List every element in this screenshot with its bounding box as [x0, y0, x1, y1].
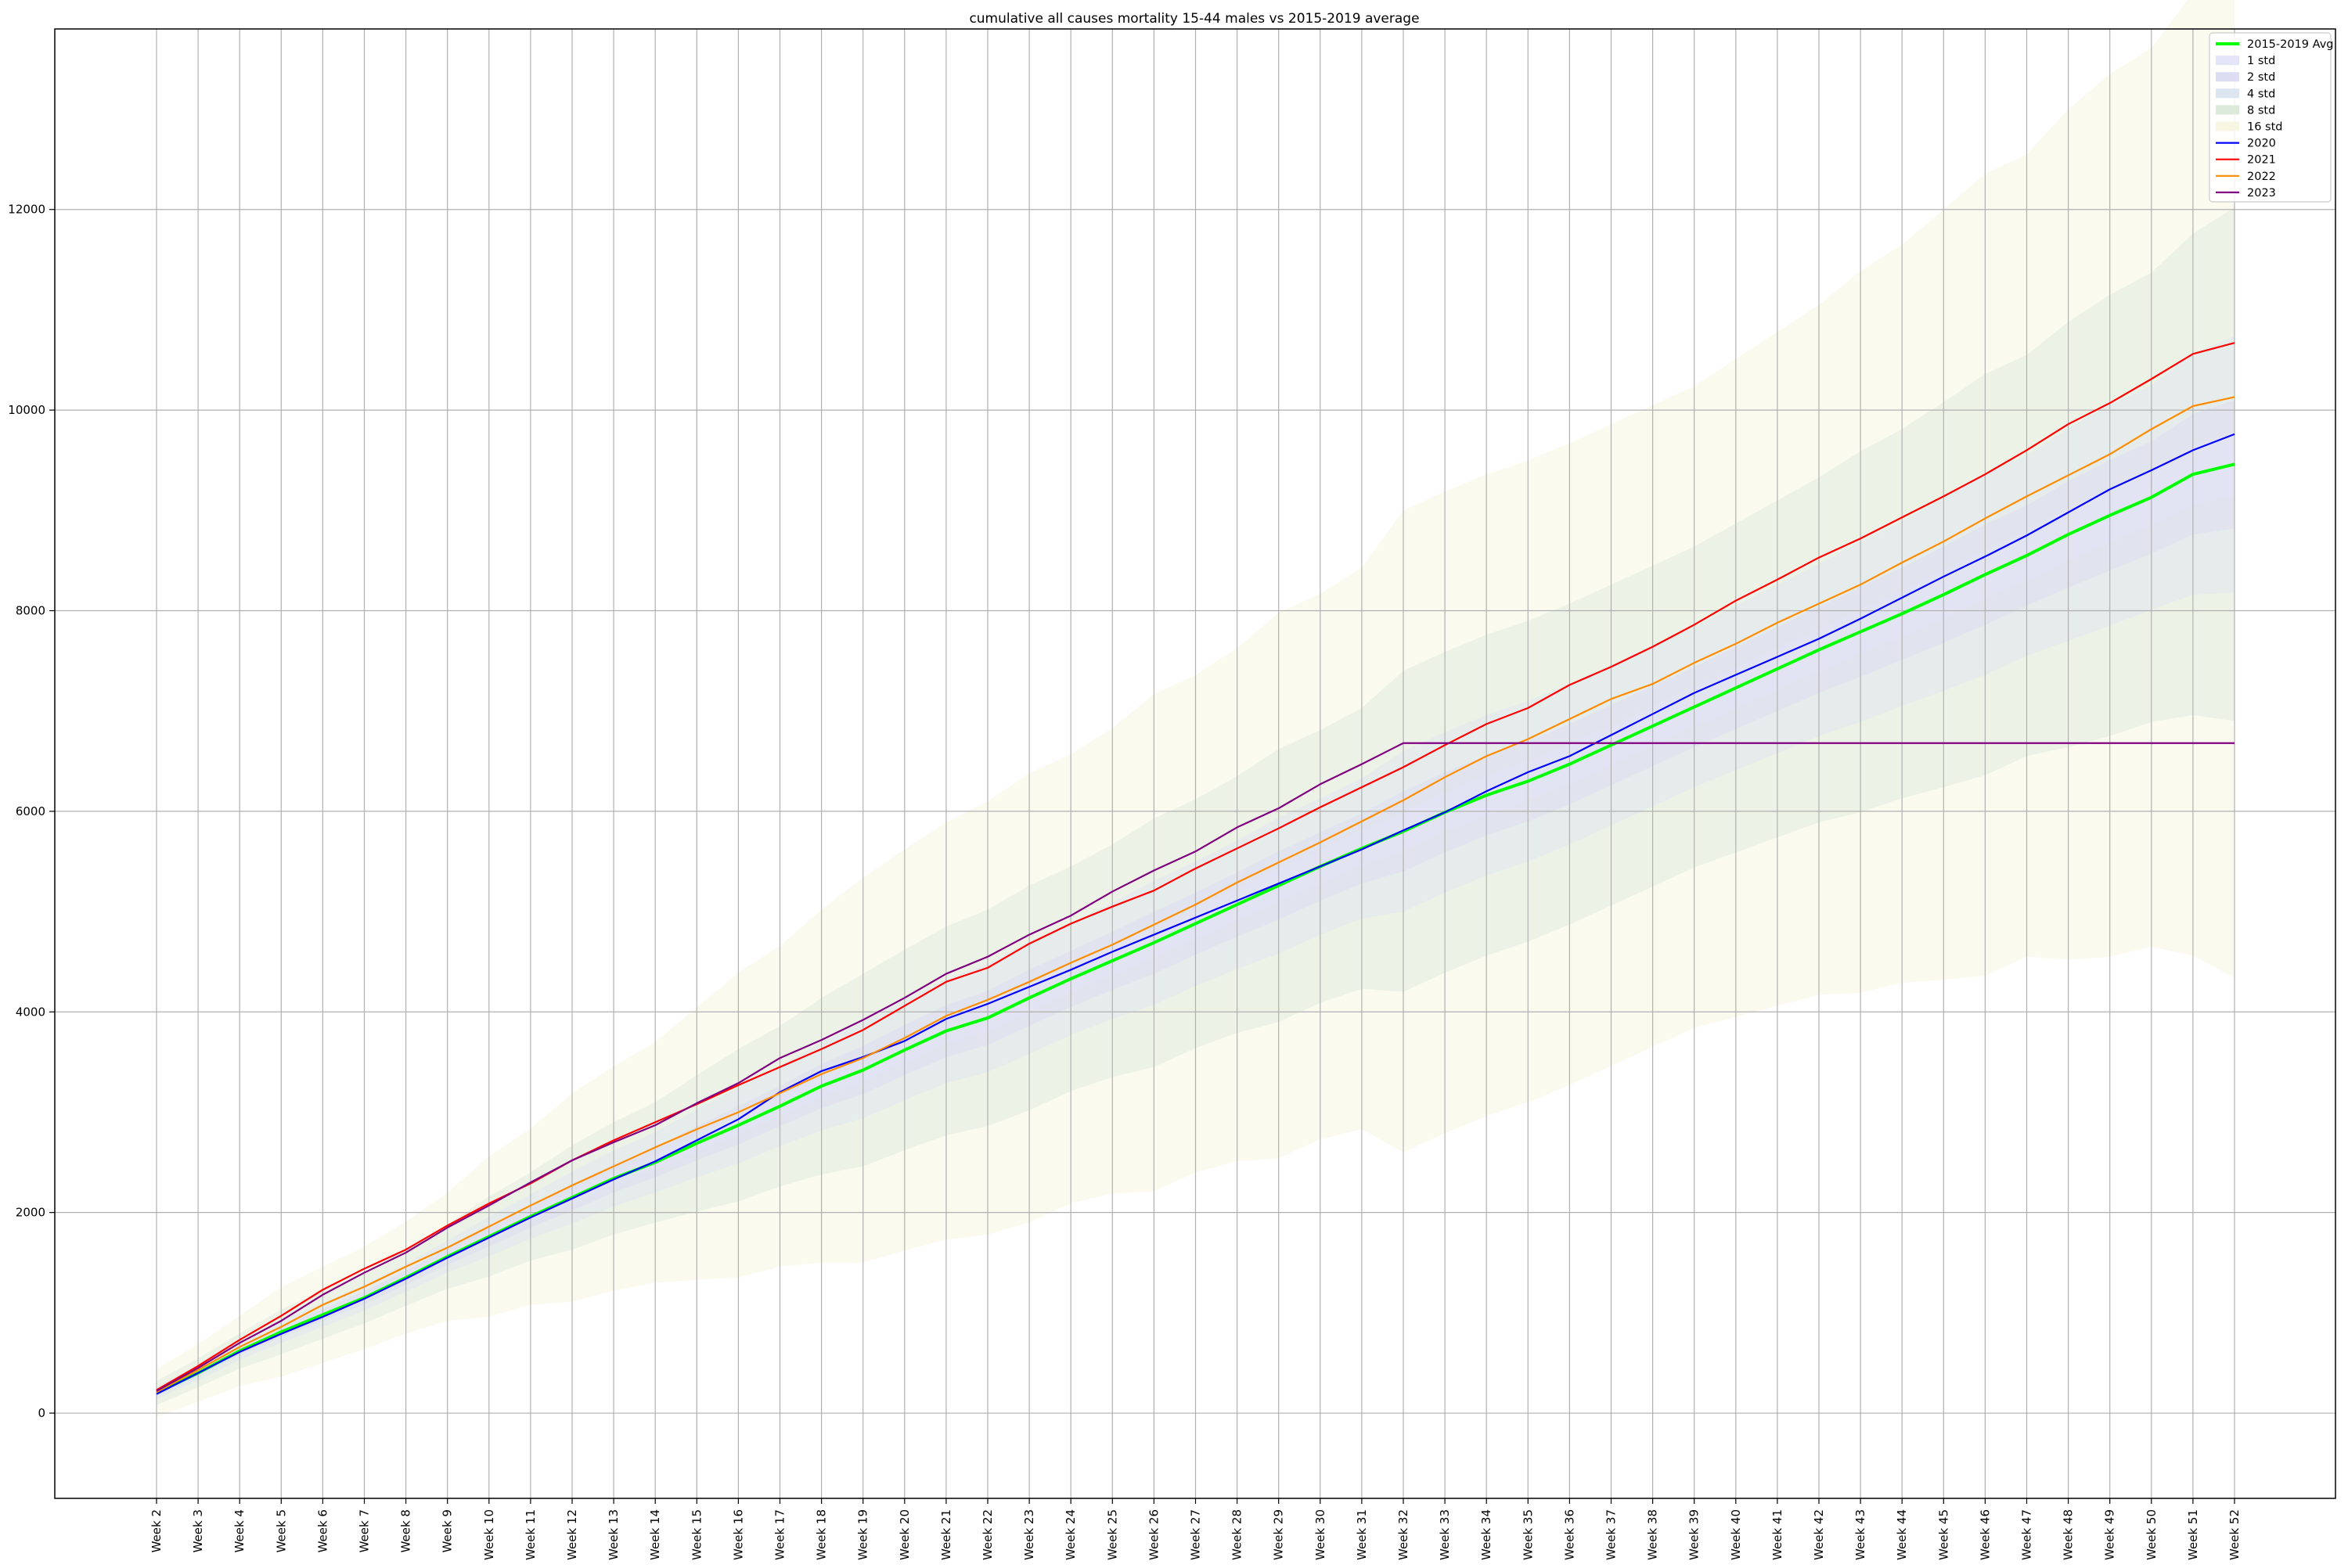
legend-swatch-4-std: [2216, 88, 2239, 99]
x-tick-label: Week 43: [1853, 1509, 1867, 1560]
legend-label-2021: 2021: [2247, 154, 2276, 167]
x-tick-label: Week 11: [524, 1509, 538, 1560]
legend-label-2-std: 2 std: [2247, 71, 2275, 84]
x-tick-label: Week 47: [2020, 1509, 2034, 1560]
chart-title: cumulative all causes mortality 15-44 ma…: [969, 11, 1419, 27]
y-tick-label: 4000: [16, 1005, 45, 1019]
legend-box: [2209, 32, 2332, 203]
series-lines: [156, 342, 2235, 1395]
legend-swatch-2-std: [2216, 72, 2239, 82]
series-line-2023: [156, 742, 2235, 1392]
x-tick-label: Week 42: [1812, 1509, 1826, 1560]
x-tick-label: Week 13: [607, 1509, 621, 1560]
x-tick-label: Week 33: [1438, 1509, 1452, 1560]
x-tick-label: Week 29: [1272, 1509, 1286, 1560]
legend-label-avg: 2015-2019 Avg: [2247, 38, 2334, 51]
grid-lines: [55, 29, 2335, 1498]
x-tick-label: Week 26: [1147, 1509, 1161, 1560]
legend-label-2022: 2022: [2247, 171, 2276, 183]
legend-label-4-std: 4 std: [2247, 88, 2275, 100]
series-line-2022: [156, 396, 2235, 1394]
x-tick-label: Week 12: [565, 1509, 579, 1560]
legend-label-1-std: 1 std: [2247, 55, 2275, 67]
legend-swatch-1-std: [2216, 56, 2239, 66]
legend-swatch-8-std: [2216, 105, 2239, 115]
x-tick-label: Week 5: [274, 1509, 288, 1552]
x-tick-label: Week 9: [441, 1509, 455, 1552]
x-tick-label: Week 44: [1895, 1509, 1909, 1560]
legend: 2015-2019 Avg 1 std 2 std 4 std 8 std 16 std 2…: [2209, 32, 2334, 203]
series-line-2021: [156, 342, 2235, 1391]
x-tick-label: Week 30: [1313, 1509, 1327, 1560]
x-tick-label: Week 22: [981, 1509, 995, 1560]
x-tick-label: Week 37: [1604, 1509, 1619, 1560]
x-tick-label: Week 41: [1770, 1509, 1784, 1560]
y-tick-label: 10000: [8, 403, 45, 417]
x-tick-label: Week 16: [731, 1509, 745, 1560]
x-tick-label: Week 10: [482, 1509, 496, 1560]
x-tick-label: Week 23: [1022, 1509, 1036, 1560]
series-line-2020: [156, 433, 2235, 1395]
x-tick-label: Week 7: [358, 1509, 372, 1552]
y-axis: 0 2000 4000 6000 8000 10000 12000: [8, 203, 55, 1420]
x-tick-label: Week 2: [149, 1509, 164, 1552]
legend-label-16-std: 16 std: [2247, 121, 2283, 134]
x-tick-label: Week 20: [898, 1509, 912, 1560]
legend-label-2020: 2020: [2247, 138, 2276, 150]
x-tick-label: Week 39: [1687, 1509, 1702, 1560]
legend-label-8-std: 8 std: [2247, 104, 2275, 117]
x-tick-label: Week 35: [1521, 1509, 1535, 1560]
y-tick-label: 2000: [16, 1206, 45, 1220]
x-tick-label: Week 45: [1936, 1509, 1950, 1560]
legend-label-2023: 2023: [2247, 187, 2276, 200]
x-tick-label: Week 50: [2145, 1509, 2159, 1560]
x-tick-label: Week 51: [2186, 1509, 2200, 1560]
x-tick-label: Week 3: [191, 1509, 205, 1552]
x-tick-label: Week 34: [1479, 1509, 1493, 1560]
x-tick-label: Week 25: [1105, 1509, 1119, 1560]
x-tick-label: Week 46: [1978, 1509, 1992, 1560]
x-tick-label: Week 32: [1396, 1509, 1410, 1560]
legend-swatch-16-std: [2216, 121, 2239, 131]
x-tick-label: Week 6: [315, 1509, 330, 1552]
x-tick-label: Week 24: [1064, 1509, 1078, 1560]
x-tick-label: Week 28: [1230, 1509, 1244, 1560]
y-tick-label: 0: [38, 1406, 45, 1420]
x-tick-label: Week 4: [232, 1509, 247, 1552]
x-tick-label: Week 18: [815, 1509, 829, 1560]
y-tick-label: 6000: [16, 804, 45, 818]
x-tick-label: Week 49: [2103, 1509, 2117, 1560]
series-line-avg: [156, 462, 2235, 1395]
y-tick-label: 8000: [16, 604, 45, 618]
x-tick-label: Week 48: [2062, 1509, 2076, 1560]
x-axis: Week 2 Week 3 Week 4 Week 5 Week 6 Week 7 Week…: [149, 1498, 2242, 1560]
x-tick-label: Week 38: [1646, 1509, 1660, 1560]
x-tick-label: Week 31: [1355, 1509, 1369, 1560]
x-tick-label: Week 14: [648, 1509, 662, 1560]
x-tick-label: Week 40: [1729, 1509, 1743, 1560]
x-tick-label: Week 19: [856, 1509, 870, 1560]
x-tick-label: Week 17: [773, 1509, 787, 1560]
y-tick-label: 12000: [8, 203, 45, 217]
x-tick-label: Week 52: [2227, 1509, 2242, 1560]
x-tick-label: Week 27: [1189, 1509, 1203, 1560]
x-tick-label: Week 21: [939, 1509, 953, 1560]
x-tick-label: Week 15: [690, 1509, 704, 1560]
x-tick-label: Week 8: [399, 1509, 413, 1552]
x-tick-label: Week 36: [1562, 1509, 1576, 1560]
